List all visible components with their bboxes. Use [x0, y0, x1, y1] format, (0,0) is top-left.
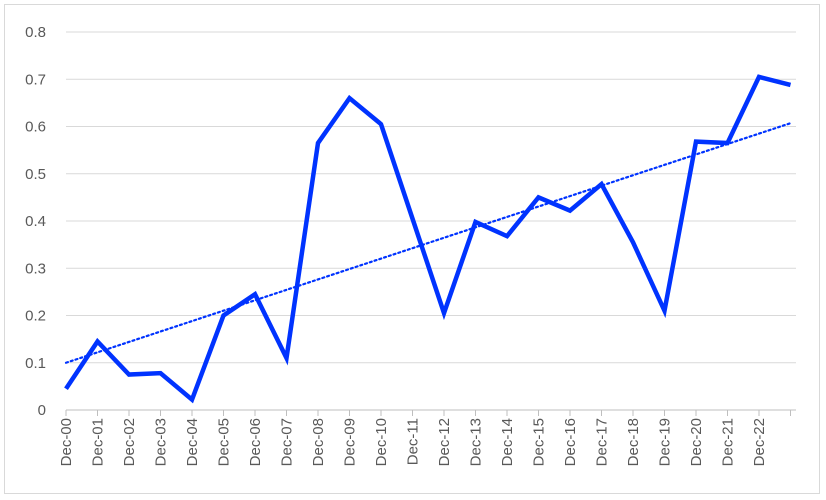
- x-tick-label: Dec-05: [216, 418, 233, 466]
- x-tick-label: Dec-07: [279, 418, 296, 466]
- x-tick-label: Dec-15: [531, 418, 548, 466]
- y-tick-label: 0.3: [25, 260, 46, 277]
- x-tick-label: Dec-00: [58, 418, 75, 466]
- x-tick-label: Dec-11: [405, 418, 422, 465]
- x-tick-label: Dec-19: [657, 418, 674, 466]
- y-tick-label: 0.2: [25, 308, 46, 325]
- y-tick-label: 0.7: [25, 71, 46, 88]
- x-tick-label: Dec-13: [468, 418, 485, 466]
- x-tick-label: Dec-03: [153, 418, 170, 466]
- x-tick-label: Dec-12: [436, 418, 453, 466]
- x-tick-label: Dec-16: [562, 418, 579, 466]
- x-tick-label: Dec-20: [688, 418, 705, 466]
- y-tick-label: 0.5: [25, 166, 46, 183]
- x-tick-label: Dec-04: [184, 418, 201, 466]
- x-tick-label: Dec-02: [121, 418, 138, 466]
- x-tick-label: Dec-22: [751, 418, 768, 466]
- y-axis-tick-labels: 0 0.1 0.2 0.3 0.4 0.5 0.6 0.7 0.8: [25, 24, 46, 419]
- x-tick-label: Dec-14: [499, 418, 516, 466]
- x-tick-label: Dec-17: [594, 418, 611, 466]
- y-tick-label: 0.6: [25, 119, 46, 136]
- trendline: [64, 122, 792, 364]
- y-tick-label: 0.4: [25, 213, 46, 230]
- x-tick-label: Dec-06: [247, 418, 264, 466]
- series-layer: [64, 74, 792, 404]
- x-axis-tick-labels: Dec-00 Dec-01 Dec-02 Dec-03 Dec-04 Dec-05 Dec-…: [58, 410, 791, 466]
- y-tick-label: 0: [38, 402, 46, 419]
- y-tick-label: 0.1: [25, 355, 46, 372]
- x-tick-label: Dec-01: [90, 418, 107, 466]
- trendline-layer: [64, 122, 792, 364]
- x-tick-label: Dec-08: [310, 418, 327, 466]
- series-line: [64, 74, 792, 404]
- gridlines: [66, 31, 796, 411]
- x-tick-label: Dec-10: [373, 418, 390, 466]
- y-tick-label: 0.8: [25, 24, 46, 41]
- x-tick-label: Dec-09: [342, 418, 359, 466]
- x-tick-label: Dec-21: [720, 418, 737, 466]
- x-tick-label: Dec-18: [625, 418, 642, 466]
